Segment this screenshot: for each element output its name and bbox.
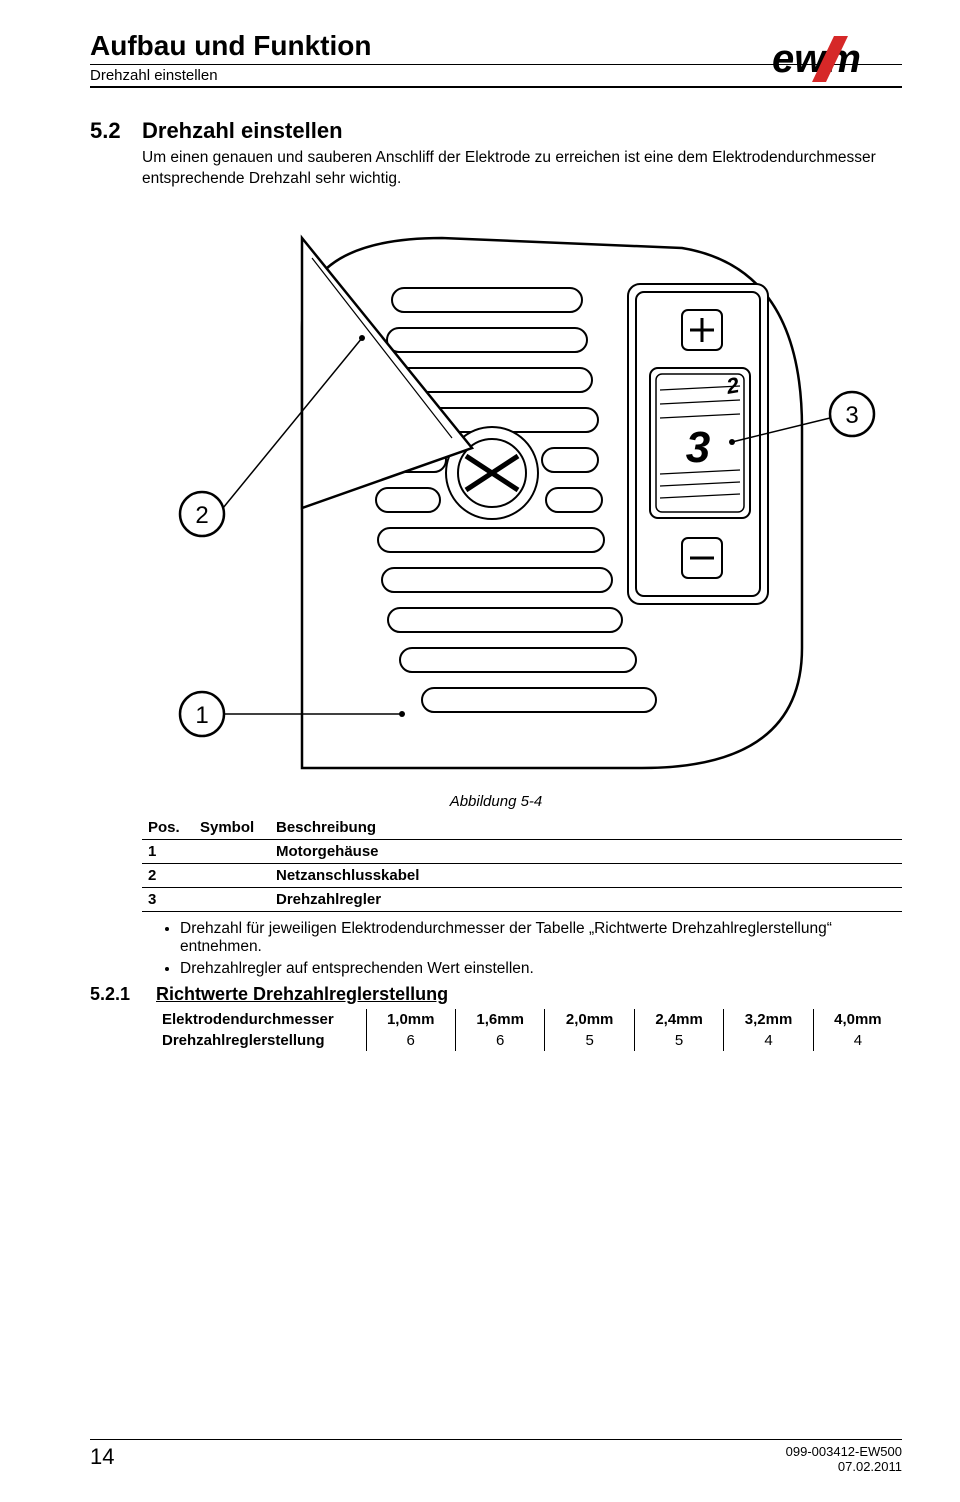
subsection-number: 5.2.1 (90, 984, 156, 1005)
table-header-symbol: Symbol (194, 816, 270, 840)
section-number: 5.2 (90, 118, 142, 144)
subsection-heading: 5.2.1 Richtwerte Drehzahlreglerstellung (90, 984, 902, 1005)
page-header: Aufbau und Funktion Drehzahl einstellen … (90, 30, 902, 88)
table-row: Drehzahlreglerstellung 6 6 5 5 4 4 (156, 1030, 902, 1051)
doc-date: 07.02.2011 (786, 1459, 902, 1474)
bullet-list: Drehzahl für jeweiligen Elektrodendurchm… (180, 920, 902, 978)
doc-number: 099-003412-EW500 (786, 1444, 902, 1459)
table-header-desc: Beschreibung (270, 816, 902, 840)
table-row: 1 Motorgehäuse (142, 839, 902, 863)
table-row: Elektrodendurchmesser 1,0mm 1,6mm 2,0mm … (156, 1009, 902, 1030)
subsection-title: Richtwerte Drehzahlreglerstellung (156, 984, 448, 1005)
speed-controller-icon: 2 3 (628, 284, 768, 604)
svg-text:2: 2 (195, 502, 208, 529)
page-number: 14 (90, 1444, 114, 1470)
svg-text:3: 3 (845, 402, 858, 429)
ewm-logo: ewm (772, 34, 902, 89)
description-table: Pos. Symbol Beschreibung 1 Motorgehäuse … (142, 816, 902, 912)
list-item: Drehzahl für jeweiligen Elektrodendurchm… (180, 920, 902, 956)
figure-caption: Abbildung 5-4 (90, 793, 902, 810)
table-header-pos: Pos. (142, 816, 194, 840)
table-row: 3 Drehzahlregler (142, 887, 902, 911)
list-item: Drehzahlregler auf entsprechenden Wert e… (180, 960, 902, 978)
section-title: Drehzahl einstellen (142, 118, 343, 144)
section-heading: 5.2 Drehzahl einstellen (90, 118, 902, 144)
figure-5-4: 2 3 1 2 (142, 218, 902, 783)
dial-main-number: 3 (686, 423, 710, 472)
svg-text:1: 1 (195, 702, 208, 729)
table-row: 2 Netzanschlusskabel (142, 863, 902, 887)
value-table: Elektrodendurchmesser 1,0mm 1,6mm 2,0mm … (156, 1009, 902, 1051)
page-footer: 14 099-003412-EW500 07.02.2011 (90, 1439, 902, 1474)
section-body: Um einen genauen und sauberen Anschliff … (142, 148, 902, 190)
